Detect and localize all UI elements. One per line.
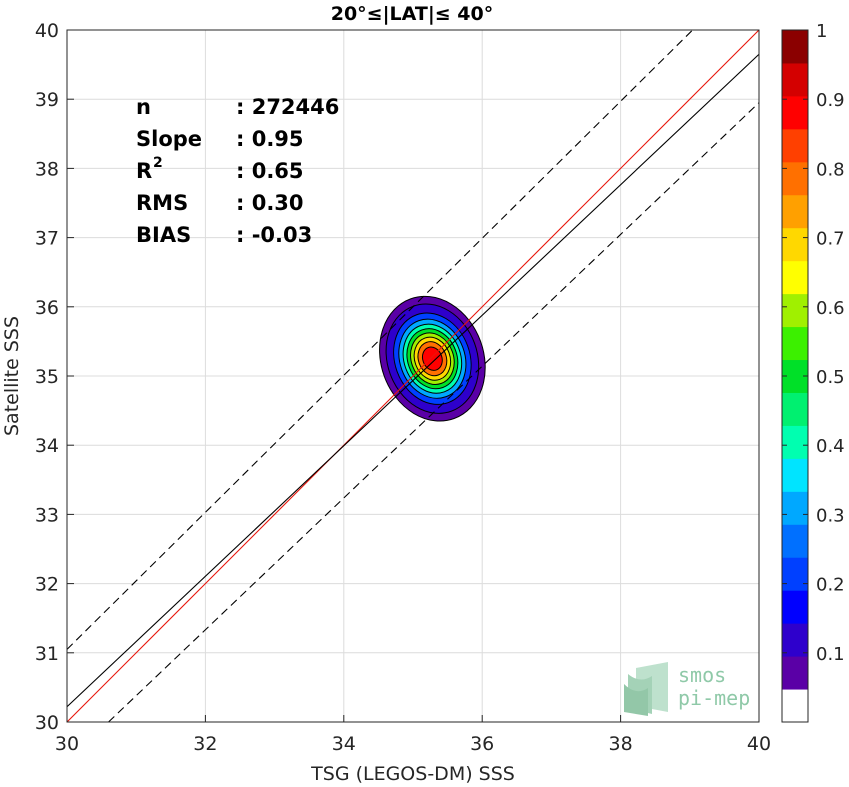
stat-value: : 0.30 — [236, 191, 304, 215]
colorbar-tick-label: 1 — [816, 21, 827, 42]
stat-superscript: 2 — [153, 155, 163, 171]
colorbar-segment — [782, 95, 808, 130]
logo-waves-icon — [624, 662, 668, 716]
upper-bound-line — [67, 30, 694, 650]
colorbar-segment — [782, 326, 808, 361]
stat-label: RMS — [136, 191, 188, 215]
stat-label: BIAS — [136, 223, 191, 247]
density-contours — [379, 295, 486, 422]
colorbar-segment — [782, 227, 808, 262]
colorbar-tick-label: 0.1 — [816, 644, 845, 665]
y-tick-label: 30 — [35, 712, 59, 734]
y-tick-label: 39 — [35, 89, 59, 111]
x-tick-label: 40 — [747, 733, 771, 755]
y-tick-label: 32 — [35, 574, 59, 596]
stats-box: n : 272446 Slope : 0.95 R 2 : 0.65 RMS : 0.30 BIA… — [136, 95, 339, 247]
x-tick-label: 30 — [55, 733, 79, 755]
colorbar-segment — [782, 161, 808, 196]
stat-label: R — [136, 159, 152, 183]
colorbar: 0.1 0.2 0.3 0.4 0.5 0.6 0.7 0.8 0.9 1 — [781, 21, 845, 723]
colorbar-segment — [782, 590, 808, 624]
smos-pi-mep-logo: smos pi-mep — [624, 662, 750, 716]
colorbar-segment — [782, 392, 808, 426]
logo-text-smos: smos — [678, 663, 726, 687]
y-axis-ticks: 30 31 32 33 34 35 36 37 38 39 40 — [35, 20, 74, 734]
colorbar-tick-label: 0.6 — [816, 298, 845, 319]
colorbar-segment — [782, 260, 808, 295]
y-tick-label: 36 — [35, 297, 59, 319]
colorbar-segment — [782, 557, 808, 591]
logo-text-pi-mep: pi-mep — [678, 686, 750, 710]
stat-value: : 0.65 — [236, 159, 304, 183]
x-tick-label: 34 — [332, 733, 356, 755]
regression-line — [67, 53, 759, 708]
colorbar-segment — [782, 293, 808, 328]
y-tick-label: 35 — [35, 366, 59, 388]
colorbar-tick-label: 0.2 — [816, 575, 845, 596]
colorbar-segment — [782, 524, 808, 558]
colorbar-tick-label: 0.8 — [816, 159, 845, 180]
y-tick-label: 40 — [35, 20, 59, 42]
y-axis-label: Satellite SSS — [1, 316, 23, 436]
stat-value: : 0.95 — [236, 127, 304, 151]
x-tick-label: 32 — [193, 733, 217, 755]
colorbar-segment — [782, 128, 808, 163]
x-tick-label: 36 — [470, 733, 494, 755]
chart-title: 20°≤|LAT|≤ 40° — [331, 3, 494, 25]
y-tick-label: 34 — [35, 435, 59, 457]
colorbar-segment — [782, 425, 808, 459]
colorbar-tick-label: 0.9 — [816, 90, 845, 111]
colorbar-segment — [782, 458, 808, 492]
colorbar-segment — [782, 30, 808, 64]
y-tick-label: 31 — [35, 643, 59, 665]
colorbar-tick-label: 0.7 — [816, 229, 845, 250]
x-axis-label: TSG (LEGOS-DM) SSS — [310, 763, 515, 785]
stat-value: : -0.03 — [236, 223, 312, 247]
stat-label: n — [136, 95, 151, 119]
colorbar-segment — [782, 194, 808, 229]
y-tick-label: 38 — [35, 158, 59, 180]
stat-value: : 272446 — [236, 95, 339, 119]
colorbar-segment — [782, 62, 808, 97]
colorbar-tick-label: 0.4 — [816, 436, 845, 457]
lower-bound-line — [108, 102, 759, 722]
y-tick-label: 37 — [35, 228, 59, 250]
colorbar-segment — [782, 623, 808, 657]
colorbar-segment — [782, 689, 808, 723]
x-tick-label: 38 — [609, 733, 633, 755]
colorbar-segment — [782, 656, 808, 690]
density-contour — [421, 346, 443, 371]
x-axis-ticks: 30 32 34 36 38 40 — [55, 715, 771, 755]
stat-label: Slope — [136, 127, 202, 151]
colorbar-segment — [782, 491, 808, 525]
y-tick-label: 33 — [35, 504, 59, 526]
colorbar-tick-label: 0.5 — [816, 367, 845, 388]
colorbar-tick-label: 0.3 — [816, 505, 845, 526]
reference-lines — [67, 30, 759, 722]
identity-line — [67, 30, 759, 722]
